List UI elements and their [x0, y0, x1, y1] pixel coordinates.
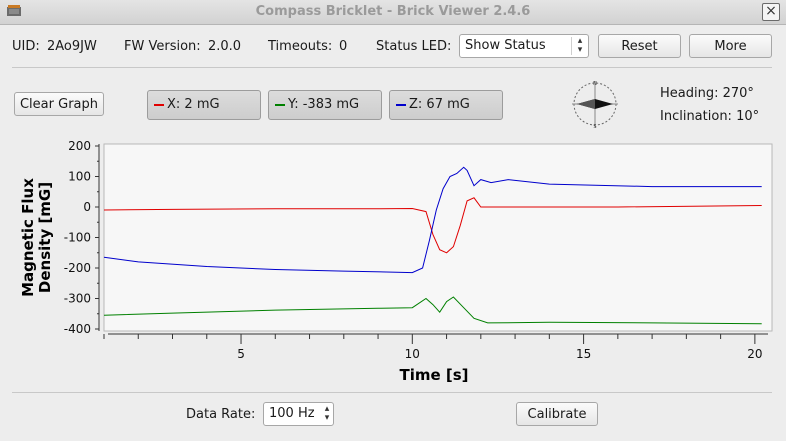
y-tick-label: 100 — [68, 170, 91, 184]
fw-version-label: FW Version: — [124, 39, 201, 54]
svg-text:N: N — [593, 81, 597, 87]
heading-readout: Heading: 270° — [660, 86, 754, 101]
app-icon — [7, 5, 21, 16]
reset-button[interactable]: Reset — [598, 34, 681, 58]
legend-z-label: Z: 67 mG — [409, 97, 470, 112]
series-line-1 — [103, 296, 762, 325]
fw-version-value: 2.0.0 — [208, 39, 242, 54]
data-rate-value: 100 Hz — [269, 406, 315, 421]
chevron-updown-icon: ▴ ▾ — [324, 404, 330, 423]
x-tick-label: 5 — [237, 347, 245, 361]
x-tick-label: 15 — [576, 347, 591, 361]
y-axis-title-line2: Density [mG] — [36, 182, 54, 293]
close-icon: × — [765, 3, 777, 19]
legend-z-button[interactable]: Z: 67 mG — [389, 90, 503, 120]
compass-icon: N S — [572, 81, 618, 130]
uid-label: UID: — [12, 39, 40, 54]
more-button[interactable]: More — [689, 34, 772, 58]
y-tick-label: -200 — [64, 261, 91, 275]
status-led-value: Show Status — [465, 38, 546, 53]
y-tick-label: -400 — [64, 322, 91, 336]
uid-value: 2Ao9JW — [47, 39, 97, 54]
plot-area — [103, 143, 773, 332]
x-tick-label: 20 — [747, 347, 762, 361]
title-bar[interactable]: Compass Bricklet - Brick Viewer 2.4.6 × — [0, 0, 786, 25]
legend-y-swatch — [275, 103, 285, 106]
legend-y-button[interactable]: Y: -383 mG — [268, 90, 382, 120]
y-tick-label: 0 — [83, 200, 91, 214]
series-line-0 — [103, 197, 762, 254]
status-led-select[interactable]: Show Status ▴ ▾ — [459, 34, 589, 58]
y-tick-label: 200 — [68, 139, 91, 153]
timeouts-label: Timeouts: — [268, 39, 333, 54]
magnetic-flux-chart: 200 100 0 -100 -200 -300 -400 5 10 15 20 Time [s] Ma… — [19, 139, 773, 384]
inclination-readout: Inclination: 10° — [660, 109, 760, 124]
legend-y-label: Y: -383 mG — [288, 97, 360, 112]
status-led-label: Status LED: — [376, 39, 452, 54]
y-tick-label: -100 — [64, 231, 91, 245]
series-line-2 — [103, 166, 762, 274]
chevron-updown-icon: ▴ ▾ — [571, 37, 588, 55]
window-title: Compass Bricklet - Brick Viewer 2.4.6 — [255, 4, 531, 19]
calibrate-button[interactable]: Calibrate — [516, 402, 598, 426]
close-button[interactable]: × — [762, 3, 780, 21]
x-tick-label: 10 — [405, 347, 420, 361]
timeouts-value: 0 — [339, 39, 348, 54]
y-axis-title: Magnetic Flux — [19, 178, 37, 297]
separator-bottom — [12, 392, 772, 393]
legend-z-swatch — [396, 103, 406, 106]
legend-x-label: X: 2 mG — [167, 97, 220, 112]
legend-x-button[interactable]: X: 2 mG — [147, 90, 261, 120]
legend-x-swatch — [154, 103, 164, 106]
separator-top — [12, 67, 772, 68]
y-tick-label: -300 — [64, 292, 91, 306]
x-axis-title: Time [s] — [399, 366, 468, 384]
data-rate-label: Data Rate: — [186, 407, 256, 422]
clear-graph-button[interactable]: Clear Graph — [14, 92, 104, 116]
data-rate-select[interactable]: 100 Hz ▴ ▾ — [263, 402, 334, 426]
svg-text:S: S — [593, 124, 596, 130]
